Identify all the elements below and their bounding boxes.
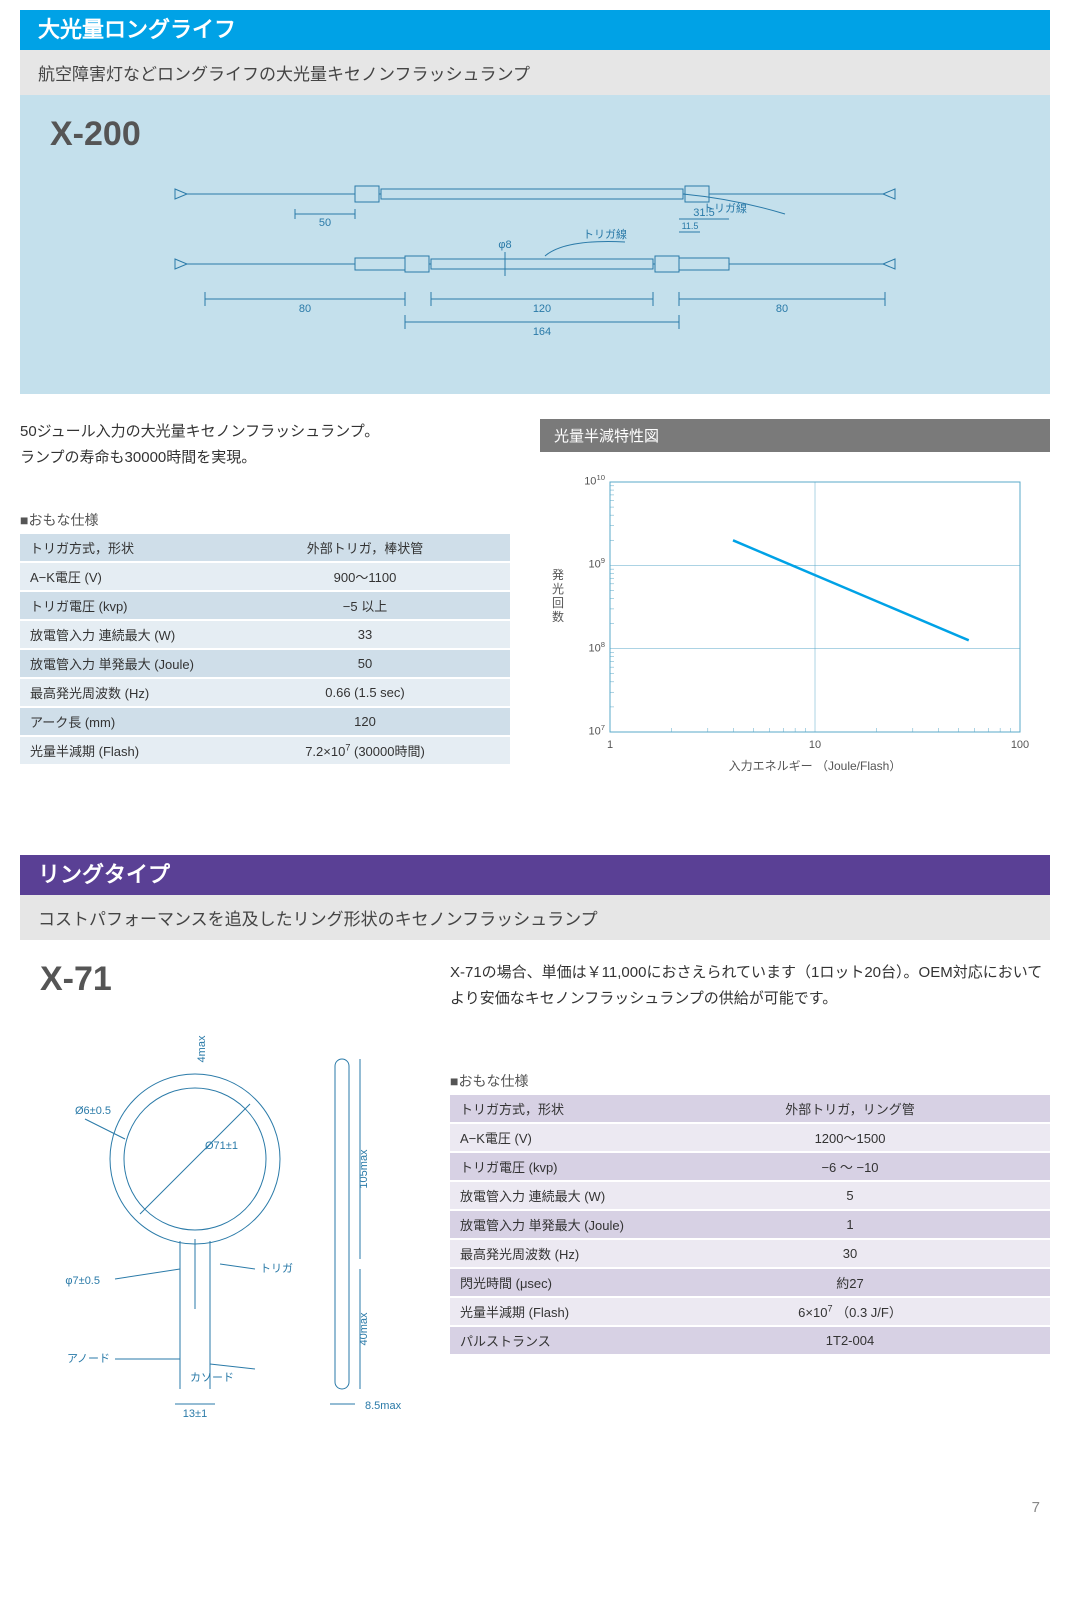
section1-spec-table: トリガ方式，形状外部トリガ，棒状管A−K電圧 (V)900〜1100トリガ電圧 … bbox=[20, 534, 510, 766]
svg-text:80: 80 bbox=[299, 303, 311, 315]
chart-title: 光量半減特性図 bbox=[540, 419, 1050, 452]
table-row: トリガ方式，形状外部トリガ，棒状管 bbox=[20, 534, 510, 562]
page-number: 7 bbox=[0, 1479, 1070, 1526]
section1-product-code: X-200 bbox=[50, 115, 1020, 154]
svg-text:11.5: 11.5 bbox=[682, 221, 699, 231]
svg-text:入力エネルギー （Joule/Flash）: 入力エネルギー （Joule/Flash） bbox=[729, 759, 902, 773]
svg-text:カソード: カソード bbox=[190, 1371, 234, 1384]
table-row: 光量半減期 (Flash)6×107 （0.3 J/F） bbox=[450, 1297, 1050, 1326]
section1-description: 50ジュール入力の大光量キセノンフラッシュランプ。 ランプの寿命も30000時間… bbox=[20, 419, 510, 470]
table-row: 最高発光周波数 (Hz)30 bbox=[450, 1239, 1050, 1268]
svg-text:回: 回 bbox=[552, 596, 564, 610]
svg-text:トリガ: トリガ bbox=[260, 1262, 293, 1275]
svg-text:50: 50 bbox=[319, 217, 331, 229]
svg-text:φ8: φ8 bbox=[498, 239, 511, 251]
svg-text:アノード: アノード bbox=[67, 1353, 110, 1365]
svg-text:トリガ線: トリガ線 bbox=[583, 227, 627, 241]
table-row: 光量半減期 (Flash)7.2×107 (30000時間) bbox=[20, 736, 510, 765]
svg-text:発: 発 bbox=[552, 568, 564, 582]
svg-text:40max: 40max bbox=[358, 1312, 370, 1346]
table-row: 放電管入力 連続最大 (W)5 bbox=[450, 1181, 1050, 1210]
svg-text:10: 10 bbox=[809, 739, 821, 751]
svg-text:31.5: 31.5 bbox=[693, 207, 714, 219]
table-row: 最高発光周波数 (Hz)0.66 (1.5 sec) bbox=[20, 678, 510, 707]
svg-text:光: 光 bbox=[552, 582, 564, 596]
table-row: 放電管入力 単発最大 (Joule)50 bbox=[20, 649, 510, 678]
section2-spec-table: トリガ方式，形状外部トリガ，リング管A−K電圧 (V)1200〜1500トリガ電… bbox=[450, 1095, 1050, 1356]
table-row: A−K電圧 (V)1200〜1500 bbox=[450, 1123, 1050, 1152]
svg-text:164: 164 bbox=[533, 326, 551, 338]
table-row: トリガ方式，形状外部トリガ，リング管 bbox=[450, 1095, 1050, 1123]
section1-spec-caption: ■おもな仕様 bbox=[20, 510, 510, 530]
table-row: A−K電圧 (V)900〜1100 bbox=[20, 562, 510, 591]
table-row: 閃光時間 (μsec)約27 bbox=[450, 1268, 1050, 1297]
section2-description: X-71の場合、単価は￥11,000におさえられています（1ロット20台）。OE… bbox=[450, 960, 1050, 1011]
x200-diagram: トリガ線 50 トリガ線 bbox=[125, 164, 945, 364]
svg-text:数: 数 bbox=[552, 609, 564, 624]
svg-text:φ7±0.5: φ7±0.5 bbox=[65, 1275, 100, 1287]
svg-text:Ø71±1: Ø71±1 bbox=[205, 1140, 238, 1152]
section1-subtitle: 航空障害灯などロングライフの大光量キセノンフラッシュランプ bbox=[20, 50, 1050, 95]
table-row: トリガ電圧 (kvp)−6 〜 −10 bbox=[450, 1152, 1050, 1181]
svg-text:13±1: 13±1 bbox=[183, 1408, 207, 1420]
halflife-chart: 1101001071081091010入力エネルギー （Joule/Flash）… bbox=[540, 462, 1040, 782]
svg-text:100: 100 bbox=[1011, 739, 1029, 751]
section1-diagram-area: X-200 トリガ線 50 bbox=[20, 95, 1050, 394]
svg-text:Ø6±0.5: Ø6±0.5 bbox=[75, 1105, 111, 1117]
table-row: 放電管入力 連続最大 (W)33 bbox=[20, 620, 510, 649]
table-row: アーク長 (mm)120 bbox=[20, 707, 510, 736]
svg-text:1: 1 bbox=[607, 739, 613, 751]
svg-text:8.5max: 8.5max bbox=[365, 1400, 402, 1412]
table-row: パルストランス1T2-004 bbox=[450, 1326, 1050, 1355]
svg-text:120: 120 bbox=[533, 303, 551, 315]
x71-diagram: Ø71±1 Ø6±0.5 φ7±0.5 トリガ アノード カソード bbox=[45, 1009, 405, 1429]
section2-product-code: X-71 bbox=[40, 960, 410, 999]
section2-banner: リングタイプ bbox=[20, 855, 1050, 895]
section2-spec-caption: ■おもな仕様 bbox=[450, 1071, 1050, 1091]
section2-subtitle: コストパフォーマンスを追及したリング形状のキセノンフラッシュランプ bbox=[20, 895, 1050, 940]
svg-text:105max: 105max bbox=[358, 1149, 370, 1189]
section1-banner: 大光量ロングライフ bbox=[20, 10, 1050, 50]
svg-text:4max: 4max bbox=[196, 1035, 208, 1062]
table-row: 放電管入力 単発最大 (Joule)1 bbox=[450, 1210, 1050, 1239]
table-row: トリガ電圧 (kvp)−5 以上 bbox=[20, 591, 510, 620]
svg-text:80: 80 bbox=[776, 303, 788, 315]
